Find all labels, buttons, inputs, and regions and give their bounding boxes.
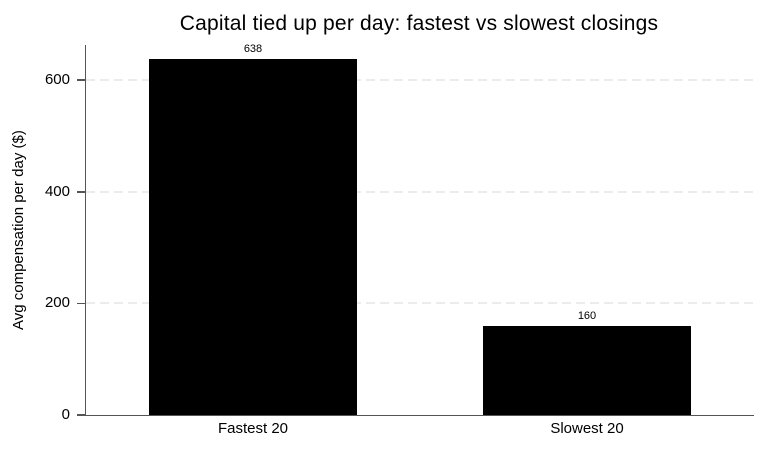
- y-tick-label-200: 200: [44, 294, 70, 312]
- x-category-label-fastest-20: Fastest 20: [217, 420, 289, 437]
- bar-slowest-20: [483, 325, 691, 415]
- y-tick-mark-400: [77, 191, 85, 193]
- x-category-label-slowest-20: Slowest 20: [550, 420, 624, 437]
- bar-fastest-20: [149, 58, 357, 415]
- y-tick-label-0: 0: [61, 406, 70, 423]
- chart-title: Capital tied up per day: fastest vs slow…: [179, 12, 659, 35]
- y-tick-label-600: 600: [44, 71, 70, 89]
- y-tick-mark-0: [77, 414, 85, 416]
- y-tick-label-400: 400: [44, 182, 70, 200]
- y-tick-mark-600: [77, 79, 85, 81]
- plot-area: 0 200 400 600 638 Fastest 20 160 Slowest 20: [45, 42, 754, 437]
- bar-value-label-slowest-20: 160: [577, 309, 597, 322]
- bar-value-label-fastest-20: 638: [243, 42, 263, 55]
- y-tick-mark-200: [77, 302, 85, 305]
- y-axis-label: Avg compensation per day ($): [10, 130, 27, 330]
